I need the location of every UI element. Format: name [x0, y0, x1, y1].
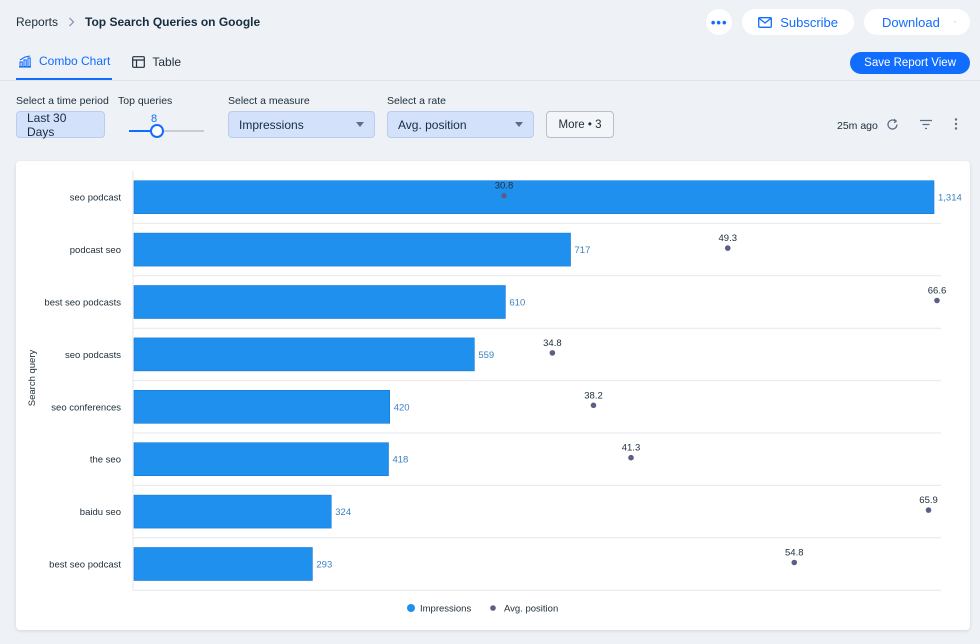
bar-impressions — [133, 494, 332, 529]
measure-label: Select a measure — [228, 95, 310, 107]
bar-impressions — [133, 390, 391, 424]
avg-position-label: 49.3 — [719, 233, 738, 244]
time-period-value: Last 30 Days — [27, 110, 67, 139]
bar-value-label: 559 — [478, 350, 494, 361]
y-axis-title: Search query — [27, 350, 38, 407]
avg-position-label: 41.3 — [622, 443, 641, 454]
page-title: Top Search Queries on Google — [85, 15, 261, 29]
avg-position-point — [501, 192, 507, 199]
bar-value-label: 418 — [392, 455, 408, 466]
top-queries-value: 8 — [151, 113, 158, 125]
top-queries-slider-handle[interactable] — [150, 124, 164, 138]
combo-chart: seo podcast 1,314 30.8 podcast seo 717 49.3 be… — [27, 171, 962, 615]
bar-value-label: 1,314 — [938, 193, 962, 204]
avg-position-label: 38.2 — [584, 390, 603, 401]
time-period-select[interactable]: Last 30 Days — [16, 110, 105, 139]
category-label: podcast seo — [70, 245, 121, 256]
avg-position-point — [724, 245, 731, 251]
top-queries-label: Top queries — [118, 95, 173, 107]
avg-position-point — [549, 350, 556, 356]
chevron-right-icon — [68, 17, 75, 27]
header: Reports Top Search Queries on Google •••… — [0, 0, 980, 44]
rate-value: Avg. position — [398, 117, 467, 132]
measure-select[interactable]: Impressions — [228, 111, 375, 138]
bar-impressions — [133, 442, 389, 477]
legend-avg-position-marker — [490, 605, 496, 611]
measure-value: Impressions — [239, 117, 304, 132]
rate-select[interactable]: Avg. position — [387, 111, 534, 138]
caret-down-icon — [515, 122, 523, 127]
bar-impressions — [133, 547, 313, 581]
avg-position-point — [590, 402, 597, 409]
filter-button[interactable] — [917, 116, 935, 132]
bar-impressions — [133, 232, 571, 267]
avg-position-label: 65.9 — [919, 495, 938, 506]
tab-combo-chart-label: Combo Chart — [39, 54, 111, 68]
category-label: best seo podcast — [49, 560, 121, 571]
category-label: seo podcasts — [65, 350, 121, 361]
top-queries-slider-fill — [129, 130, 157, 132]
avg-position-label: 66.6 — [928, 286, 947, 297]
refresh-button[interactable] — [884, 116, 900, 132]
avg-position-point — [934, 297, 940, 304]
time-period-label: Select a time period — [16, 95, 109, 107]
vertical-ellipsis-icon — [954, 118, 958, 130]
category-label: the seo — [90, 455, 121, 466]
more-actions-button[interactable]: ••• — [706, 9, 733, 35]
avg-position-point — [791, 559, 798, 566]
avg-position-label: 34.8 — [543, 338, 562, 349]
category-label: baidu seo — [80, 507, 121, 518]
caret-down-icon — [356, 122, 364, 127]
download-button[interactable]: Download — [864, 9, 970, 35]
filter-icon — [920, 119, 932, 129]
refresh-icon — [886, 118, 898, 130]
avg-position-label: 54.8 — [785, 548, 804, 559]
tab-table-label: Table — [152, 55, 182, 69]
category-label: seo podcast — [70, 193, 122, 204]
ellipsis-icon: ••• — [710, 14, 728, 30]
last-updated-text: 25m ago — [837, 120, 878, 132]
breadcrumb-reports[interactable]: Reports — [16, 15, 59, 29]
chart-icon — [19, 54, 31, 68]
tab-table[interactable]: Table — [130, 44, 183, 80]
bar-value-label: 420 — [394, 402, 410, 413]
kebab-menu-button[interactable] — [948, 116, 964, 132]
more-filters-button[interactable]: More • 3 — [546, 111, 614, 138]
bar-impressions — [133, 337, 475, 372]
bar-value-label: 717 — [575, 245, 591, 256]
category-label: seo conferences — [51, 402, 121, 413]
legend-avg-position-label: Avg. position — [504, 604, 558, 615]
download-label: Download — [882, 14, 940, 30]
avg-position-point — [925, 507, 932, 513]
bar-value-label: 610 — [509, 298, 525, 309]
bar-impressions — [133, 285, 506, 319]
rate-label: Select a rate — [387, 95, 446, 107]
avg-position-point — [628, 454, 634, 461]
tab-combo-chart[interactable]: Combo Chart — [16, 44, 113, 80]
chart-card: seo podcast 1,314 30.8 podcast seo 717 49.3 be… — [16, 161, 970, 630]
chevron-down-icon — [953, 21, 956, 23]
save-report-view-button[interactable]: Save Report View — [850, 52, 970, 74]
envelope-icon — [758, 16, 773, 28]
legend-impressions-marker — [407, 604, 415, 612]
bar-value-label: 324 — [335, 507, 351, 518]
view-tabs: Combo Chart Table — [0, 44, 980, 81]
top-queries-slider-track[interactable] — [129, 130, 204, 132]
subscribe-label: Subscribe — [780, 14, 838, 30]
avg-position-label: 30.8 — [495, 181, 514, 192]
legend-impressions-label: Impressions — [420, 604, 471, 615]
bar-impressions — [133, 180, 935, 215]
category-label: best seo podcasts — [44, 298, 121, 309]
table-icon — [132, 56, 146, 68]
subscribe-button[interactable]: Subscribe — [742, 9, 854, 35]
bar-value-label: 293 — [316, 560, 332, 571]
